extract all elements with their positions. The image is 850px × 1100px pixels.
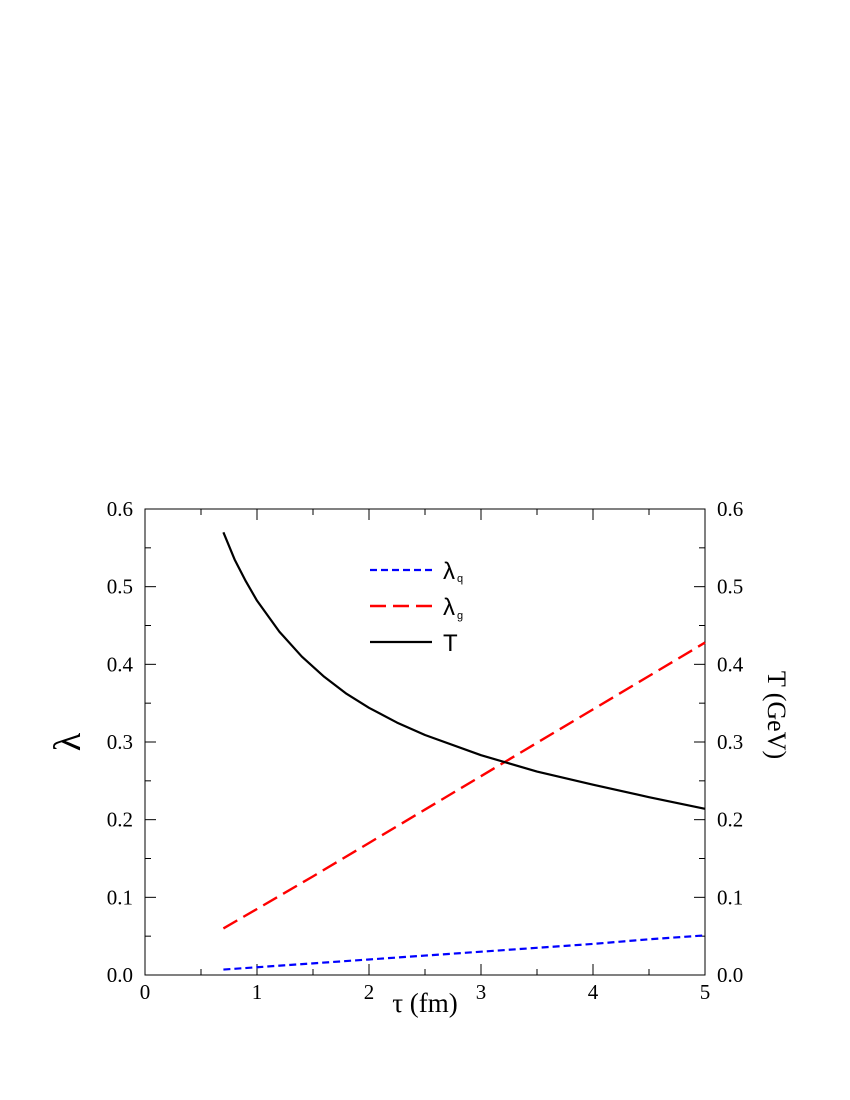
y-right-tick-label: 0.5	[717, 575, 743, 599]
x-tick-label: 2	[364, 980, 375, 1004]
legend-subscript-lambda-q: q	[457, 573, 463, 585]
legend-label-lambda-g: λ	[443, 594, 455, 621]
x-tick-label: 4	[588, 980, 599, 1004]
legend: λ q λ g T	[370, 558, 463, 657]
plot-frame	[144, 508, 706, 976]
x-tick-label: 5	[700, 980, 711, 1004]
y-left-tick-label: 0.6	[107, 497, 133, 521]
series-line-temperature	[222, 531, 706, 810]
y-right-tick-label: 0.6	[717, 497, 743, 521]
x-tick-label: 0	[140, 980, 151, 1004]
y-right-tick-label: 0.1	[717, 885, 743, 909]
y-left-tick-label: 0.0	[107, 963, 133, 987]
x-tick-label: 3	[476, 980, 487, 1004]
series-line-lambda-g	[222, 641, 706, 930]
y-right-tick-label: 0.2	[717, 808, 743, 832]
series-line-lambda-q	[223, 934, 706, 971]
y-right-tick-label: 0.0	[717, 963, 743, 987]
y-axis-title-left: λ	[47, 732, 89, 751]
y-right-tick-label: 0.4	[717, 652, 744, 676]
y-left-tick-label: 0.4	[107, 652, 134, 676]
legend-label-lambda-q: λ	[443, 558, 455, 585]
ticks: 0 1 2 3 4 50.00.10.20.30.40.50.60.00.10.20.30…	[107, 497, 744, 1004]
y-left-tick-label: 0.3	[107, 730, 133, 754]
y-left-tick-label: 0.1	[107, 885, 133, 909]
y-right-tick-label: 0.3	[717, 730, 743, 754]
legend-subscript-lambda-g: g	[457, 610, 463, 622]
y-axis-title-right: T (GeV)	[762, 671, 791, 759]
x-tick-label: 1	[252, 980, 263, 1004]
legend-label-t: T	[443, 630, 458, 657]
series-group	[222, 531, 706, 971]
x-axis-title: τ (fm)	[392, 988, 458, 1018]
y-left-tick-label: 0.5	[107, 575, 133, 599]
y-left-tick-label: 0.2	[107, 808, 133, 832]
